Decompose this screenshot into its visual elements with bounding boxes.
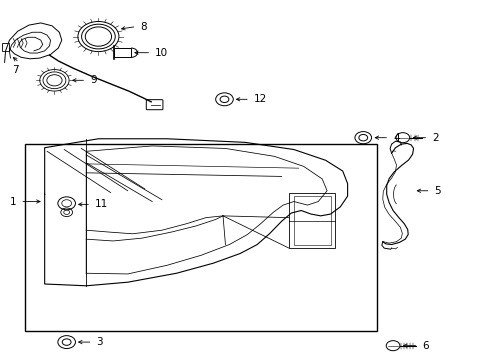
Text: 2: 2 <box>432 133 439 143</box>
FancyBboxPatch shape <box>147 100 163 110</box>
Text: 7: 7 <box>12 65 19 75</box>
Text: 12: 12 <box>254 94 267 104</box>
Text: 5: 5 <box>435 186 441 196</box>
Text: 8: 8 <box>141 22 147 32</box>
Bar <box>114 48 131 57</box>
Text: 4: 4 <box>393 133 400 143</box>
Text: 9: 9 <box>90 75 97 85</box>
Text: 11: 11 <box>95 199 108 210</box>
Bar <box>294 196 331 244</box>
Bar <box>289 193 335 248</box>
Bar <box>2 43 9 51</box>
Text: 3: 3 <box>97 337 103 347</box>
Text: 1: 1 <box>10 197 16 207</box>
Text: 6: 6 <box>422 341 429 351</box>
Text: 10: 10 <box>155 48 168 58</box>
Bar <box>25 144 377 330</box>
